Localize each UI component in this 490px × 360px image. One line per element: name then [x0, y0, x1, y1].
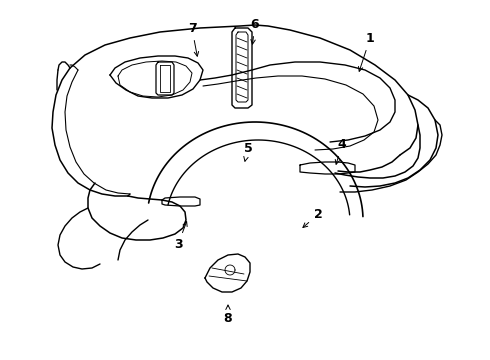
Text: 8: 8 — [224, 305, 232, 325]
Text: 1: 1 — [359, 32, 374, 71]
Text: 5: 5 — [244, 142, 252, 161]
Text: 7: 7 — [188, 22, 198, 56]
Text: 4: 4 — [335, 138, 346, 164]
Text: 3: 3 — [173, 222, 187, 251]
Text: 2: 2 — [303, 208, 322, 228]
Text: 6: 6 — [251, 18, 259, 44]
